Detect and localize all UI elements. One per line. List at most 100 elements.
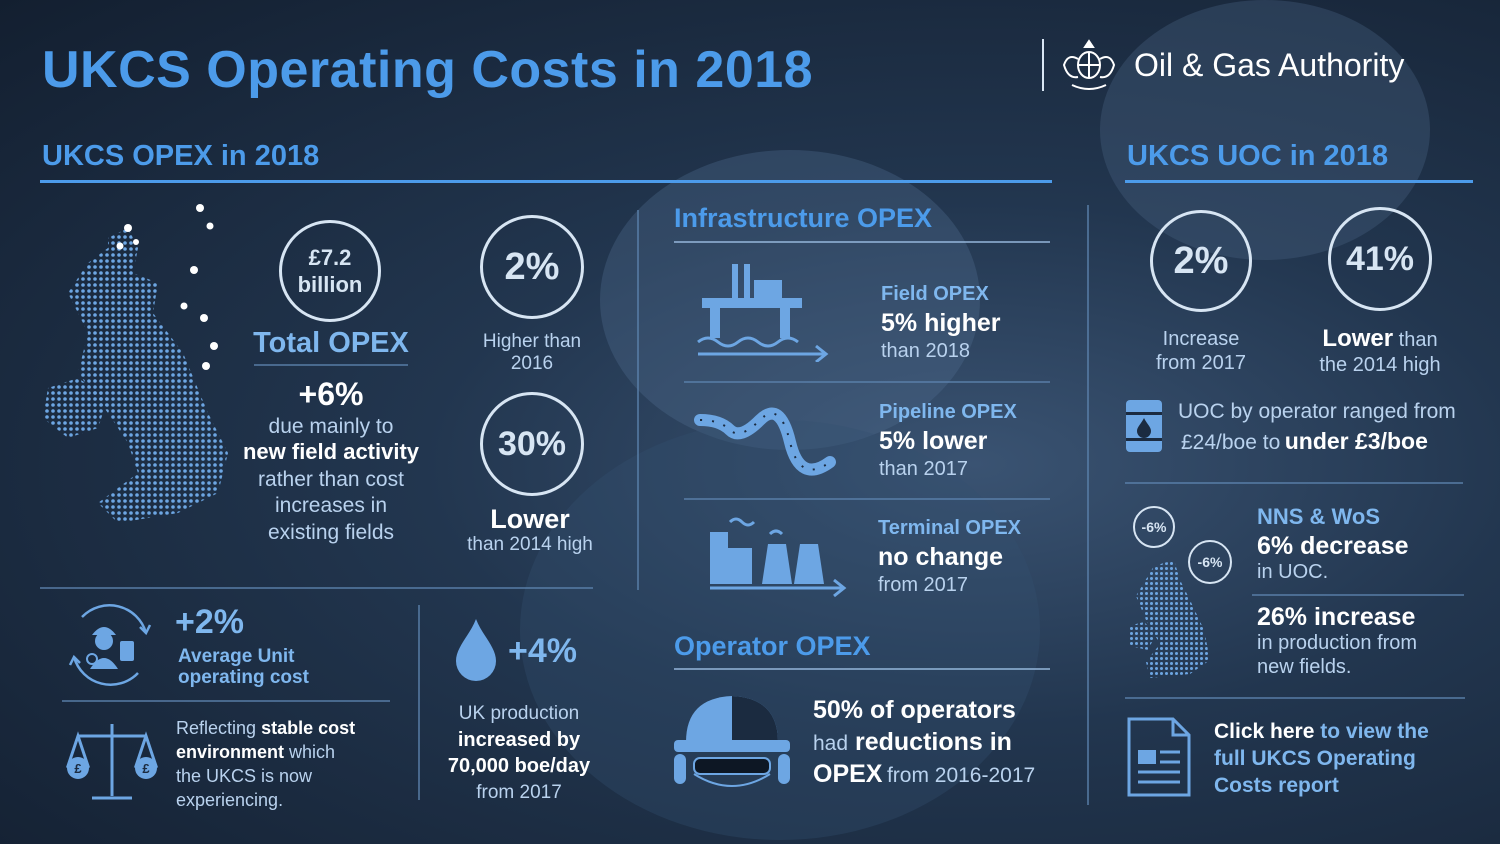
opex-heading: UKCS OPEX in 2018	[42, 140, 320, 172]
higher-than-2016-circle: 2%	[480, 215, 584, 319]
uoc-increase-value: 2%	[1173, 239, 1229, 282]
unit-cost-label-1: Average Unit	[178, 646, 295, 667]
opex-heading-rule	[40, 180, 1052, 183]
balance-scales-icon: £ £	[65, 724, 159, 800]
opex-divider-vertical	[418, 605, 420, 800]
uoc-lower-value: 41%	[1345, 239, 1415, 278]
production-change: +4%	[508, 632, 577, 670]
pipeline-icon	[694, 407, 836, 476]
total-opex-circle: £7.2 billion	[279, 220, 381, 322]
oil-platform-icon	[697, 264, 829, 362]
stable-text-2: stable cost	[261, 718, 356, 738]
unit-cost-change: +2%	[175, 603, 244, 641]
uoc-lower-desc-2: the 2014 high	[1319, 354, 1441, 376]
logo-divider	[1042, 39, 1044, 91]
report-link-text-1[interactable]: to view the	[1320, 720, 1429, 743]
svg-text:£: £	[142, 761, 150, 776]
uoc-heading: UKCS UOC in 2018	[1127, 140, 1389, 172]
higher-value: 2%	[504, 245, 560, 288]
section-divider-right	[1087, 205, 1089, 805]
stable-text-1: Reflecting	[176, 718, 257, 738]
logo-text: Oil & Gas Authority	[1134, 46, 1405, 83]
production-desc-1: UK production	[458, 703, 580, 724]
uoc-lower-desc-1: Lower than	[1290, 326, 1470, 353]
section-divider-middle	[637, 210, 639, 590]
worker-cost-cycle-icon	[68, 604, 152, 686]
operator-line-2b: reductions in	[855, 728, 1012, 756]
total-opex-desc-1: due mainly to	[268, 415, 394, 438]
higher-desc-1: Higher than	[482, 331, 582, 352]
terminal-opex-title: Terminal OPEX	[878, 517, 1022, 539]
production-desc-3: 70,000 boe/day	[447, 755, 591, 777]
field-opex-value: 5% higher	[881, 309, 1001, 337]
stable-text-5: the UKCS is now	[176, 766, 313, 786]
uoc-lower-than: than	[1398, 329, 1438, 351]
pipeline-opex-sub: than 2017	[879, 458, 968, 480]
operator-line-1: 50% of operators	[813, 696, 1016, 724]
total-opex-desc-5: existing fields	[267, 521, 395, 544]
terminal-opex-value: no change	[878, 543, 1004, 571]
operator-line-3: OPEX from 2016-2017	[813, 760, 1035, 789]
total-opex-label: Total OPEX	[253, 327, 409, 359]
opex-divider-horizontal	[40, 587, 593, 589]
nns-title: NNS & WoS	[1257, 504, 1381, 529]
total-opex-desc-3: rather than cost	[258, 468, 404, 491]
stable-text-4: which	[289, 742, 336, 762]
uoc-range-rule	[1125, 482, 1463, 484]
pipeline-opex-title: Pipeline OPEX	[879, 401, 1017, 423]
nns-sub: in UOC.	[1257, 561, 1329, 583]
operator-line-3b: from 2016-2017	[886, 764, 1036, 787]
nns-value: 6% decrease	[1257, 532, 1409, 560]
uoc-lower-word: Lower	[1322, 325, 1394, 352]
lower-than-2014-circle: 30%	[480, 392, 584, 496]
uoc-range-2a: £24/boe to	[1181, 431, 1281, 454]
uk-map-icon	[43, 204, 228, 523]
stable-text-6: experiencing.	[176, 790, 284, 810]
total-opex-desc-2: new field activity	[242, 439, 420, 464]
stable-cost-text: Reflecting stable cost environment which…	[176, 716, 416, 812]
unit-cost-label-2: operating cost	[178, 667, 309, 688]
lower-label: Lower	[490, 504, 570, 534]
operator-rule	[674, 668, 1050, 670]
nns-rule	[1252, 594, 1464, 596]
total-opex-value-line2: billion	[297, 272, 363, 297]
report-link-text-3[interactable]: Costs report	[1214, 774, 1339, 797]
field-opex-sub: than 2018	[881, 340, 970, 362]
oga-logo[interactable]: Oil & Gas Authority	[1042, 34, 1462, 96]
operator-line-2: had reductions in	[813, 728, 1012, 757]
report-link-text-2[interactable]: full UKCS Operating	[1214, 747, 1416, 770]
badge-nns: -6%	[1133, 506, 1175, 548]
total-opex-change: +6%	[298, 376, 364, 412]
oil-drop-icon	[456, 619, 496, 681]
uoc-range-line-2: £24/boe to under £3/boe	[1181, 428, 1428, 455]
uoc-increase-desc-2: from 2017	[1155, 352, 1247, 374]
badge-wos-value: -6%	[1197, 554, 1223, 570]
higher-desc-2: 2016	[510, 353, 554, 374]
royal-crest-icon	[1062, 39, 1116, 90]
newfield-sub-2: new fields.	[1257, 656, 1352, 678]
pipeline-opex-rule	[684, 498, 1050, 500]
infrastructure-heading: Infrastructure OPEX	[674, 203, 933, 233]
total-opex-value-line1: £7.2	[308, 245, 352, 270]
uk-mini-map-icon	[1128, 560, 1210, 678]
total-opex-desc-4: increases in	[274, 494, 388, 517]
field-opex-rule	[684, 381, 1050, 383]
lower-value: 30%	[497, 424, 567, 463]
operator-line-2a: had	[813, 732, 849, 755]
report-link-click-here[interactable]: Click here	[1214, 720, 1315, 743]
badge-wos: -6%	[1188, 540, 1232, 584]
uoc-heading-rule	[1125, 180, 1473, 183]
operator-helmet-icon	[674, 696, 790, 787]
production-desc-2: increased by	[457, 729, 581, 751]
terminal-opex-sub: from 2017	[878, 574, 969, 596]
uoc-range-line-1: UOC by operator ranged from	[1178, 400, 1456, 423]
uoc-increase-desc-1: Increase	[1162, 328, 1240, 350]
report-document-icon[interactable]	[1126, 716, 1192, 798]
stable-text-3: environment	[176, 742, 285, 762]
pipeline-opex-value: 5% lower	[879, 427, 988, 455]
production-desc-4: from 2017	[476, 782, 562, 803]
uoc-range-2b: under £3/boe	[1284, 428, 1428, 454]
report-link[interactable]: Click here to view the full UKCS Operati…	[1214, 718, 1474, 799]
field-opex-title: Field OPEX	[881, 283, 989, 305]
page-title: UKCS Operating Costs in 2018	[42, 41, 814, 99]
